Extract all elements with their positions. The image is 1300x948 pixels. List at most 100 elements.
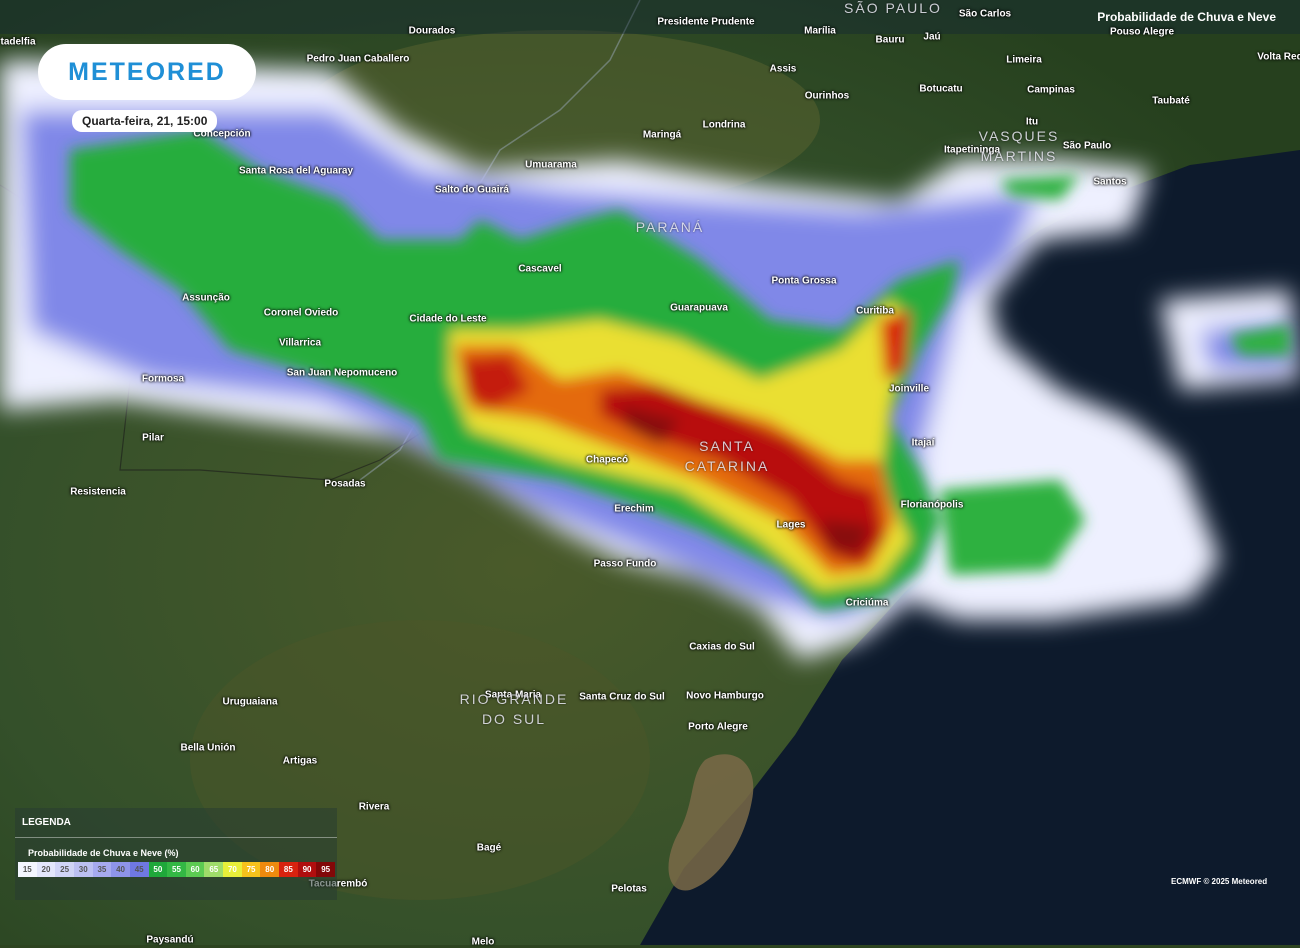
place-label: Coronel Oviedo xyxy=(263,307,339,319)
legend-title: LEGENDA xyxy=(22,817,71,828)
place-label: Tacuarembó xyxy=(308,878,368,890)
place-label: Criciúma xyxy=(845,597,889,609)
place-label: Botucatu xyxy=(919,83,963,95)
legend-step: 80 xyxy=(260,862,280,877)
region-line: RIO GRANDE xyxy=(459,691,569,707)
place-label: Cascavel xyxy=(518,263,562,275)
place-label: Londrina xyxy=(702,119,746,131)
place-label: Ourinhos xyxy=(804,90,850,102)
place-label: Novo Hamburgo xyxy=(686,690,764,702)
place-label: Santa Maria xyxy=(484,689,542,701)
place-label: Rivera xyxy=(358,801,390,813)
rain-55 xyxy=(1000,175,1080,200)
place-label: Porto Alegre xyxy=(688,721,748,733)
place-label: Pouso Alegre xyxy=(1109,26,1175,38)
legend-step: 90 xyxy=(297,862,317,877)
legend-step: 75 xyxy=(241,862,261,877)
place-label: Florianópolis xyxy=(900,499,964,511)
place-label: Bagé xyxy=(476,842,502,854)
legend: LEGENDA Probabilidade de Chuva e Neve (%… xyxy=(15,808,337,900)
legend-step: 45 xyxy=(129,862,149,877)
region-line: SANTA xyxy=(699,438,755,454)
place-label: Pelotas xyxy=(611,883,647,895)
region-line: MARTINS xyxy=(980,148,1058,164)
place-label: Ponta Grossa xyxy=(771,275,837,287)
rain-55 xyxy=(940,480,1085,575)
region-label: SÃO PAULO xyxy=(844,0,942,18)
rain-55 xyxy=(1230,325,1290,355)
place-label: Caxias do Sul xyxy=(689,641,755,653)
region-label: VASQUES MARTINS xyxy=(979,126,1060,166)
rain-core xyxy=(70,130,1290,610)
place-label: Umuarama xyxy=(525,159,577,171)
place-label: São Paulo xyxy=(1062,140,1112,152)
place-label: Paysandú xyxy=(146,934,194,946)
legend-step: 15 xyxy=(18,862,37,877)
place-label: Santos xyxy=(1093,176,1127,188)
legend-step: 40 xyxy=(111,862,130,877)
place-label: São Carlos xyxy=(958,8,1012,20)
place-label: Taubaté xyxy=(1152,95,1190,107)
place-label: Villarrica xyxy=(278,337,322,349)
legend-step: 65 xyxy=(204,862,224,877)
place-label: Dourados xyxy=(408,25,456,37)
place-label: Assunção xyxy=(182,292,230,304)
legend-step: 30 xyxy=(73,862,93,877)
place-label: Presidente Prudente xyxy=(657,16,755,28)
rain-95 xyxy=(620,405,870,555)
region-line: CATARINA xyxy=(684,458,770,474)
credit: ECMWF © 2025 Meteored xyxy=(1171,877,1268,886)
place-label: Chapecó xyxy=(585,454,629,466)
place-label: Bella Unión xyxy=(180,742,236,754)
place-label: Formosa xyxy=(141,373,185,385)
region-line: DO SUL xyxy=(481,711,547,727)
place-label: Volta Red xyxy=(1257,51,1300,63)
rain-85 xyxy=(460,355,530,410)
legend-subtitle: Probabilidade de Chuva e Neve (%) xyxy=(28,848,179,858)
place-label: Itu xyxy=(1025,116,1039,128)
rain-80 xyxy=(455,345,895,575)
place-label: Pilar xyxy=(142,432,164,444)
place-label: tadelfia xyxy=(0,36,36,48)
legend-step: 70 xyxy=(223,862,242,877)
legend-step: 20 xyxy=(36,862,56,877)
place-label: Limeira xyxy=(1006,54,1042,66)
lagoon xyxy=(668,754,754,891)
legend-step: 85 xyxy=(279,862,298,877)
timestamp[interactable]: Quarta-feira, 21, 15:00 xyxy=(72,110,218,132)
place-label: Jaú xyxy=(923,31,941,43)
place-label: Campinas xyxy=(1027,84,1075,96)
place-label: Resistencia xyxy=(70,486,126,498)
place-label: Curitiba xyxy=(856,305,894,317)
place-label: Erechim xyxy=(614,503,654,515)
region-line: SÃO PAULO xyxy=(844,0,942,16)
place-label: Pedro Juan Caballero xyxy=(306,53,410,65)
region-label: SANTA CATARINA xyxy=(685,436,770,476)
place-label: Guarapuava xyxy=(670,302,728,314)
top-bar xyxy=(0,0,1300,34)
logo[interactable]: METEORED xyxy=(38,44,256,100)
layer-title: Probabilidade de Chuva e Neve xyxy=(1097,10,1276,24)
legend-step: 25 xyxy=(55,862,74,877)
place-label: Assis xyxy=(769,63,797,75)
place-label: Santa Cruz do Sul xyxy=(579,691,665,703)
legend-step: 95 xyxy=(316,862,335,877)
region-label: PARANÁ xyxy=(636,217,705,237)
place-label: Uruguaiana xyxy=(222,696,278,708)
place-label: Artigas xyxy=(282,755,318,767)
place-label: San Juan Nepomuceno xyxy=(286,367,398,379)
place-label: Salto do Guairá xyxy=(435,184,509,196)
place-label: Santa Rosa del Aguaray xyxy=(238,165,354,177)
place-label: Itajaí xyxy=(911,437,935,449)
legend-step: 60 xyxy=(185,862,205,877)
place-label: Cidade do Leste xyxy=(409,313,487,325)
place-label: Melo xyxy=(471,936,495,948)
place-label: Posadas xyxy=(324,478,366,490)
region-label: RIO GRANDE DO SUL xyxy=(460,689,569,729)
region-line: PARANÁ xyxy=(635,219,705,235)
place-label: Lages xyxy=(776,519,806,531)
place-label: Concepción xyxy=(193,128,251,140)
legend-rule xyxy=(15,837,337,838)
